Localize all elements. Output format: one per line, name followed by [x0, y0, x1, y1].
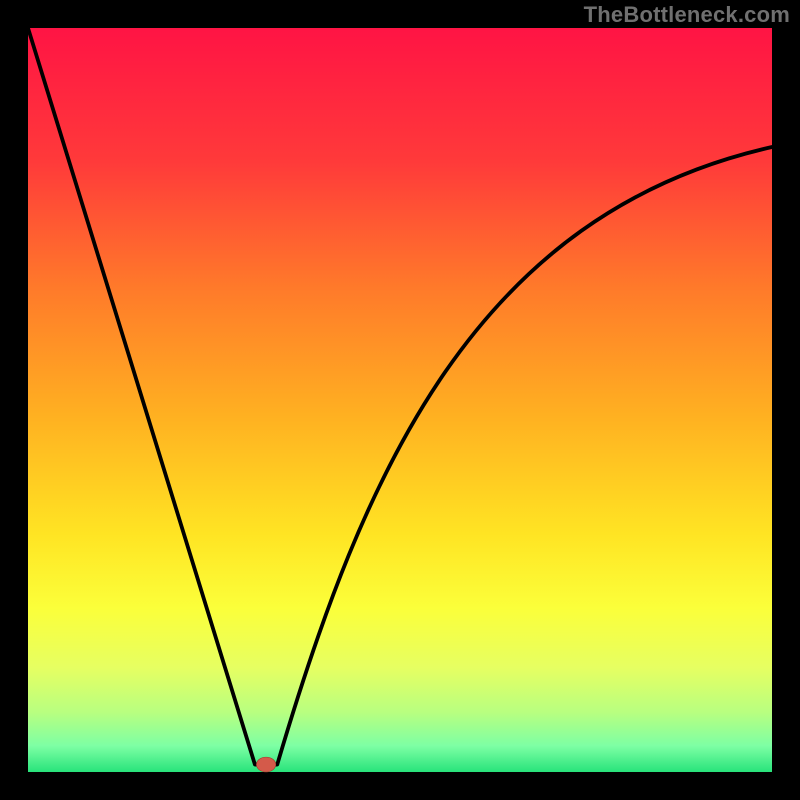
watermark-text: TheBottleneck.com	[584, 2, 790, 28]
chart-container: TheBottleneck.com	[0, 0, 800, 800]
bottleneck-chart	[0, 0, 800, 800]
plot-area	[28, 28, 772, 772]
optimal-point-marker	[256, 757, 275, 772]
